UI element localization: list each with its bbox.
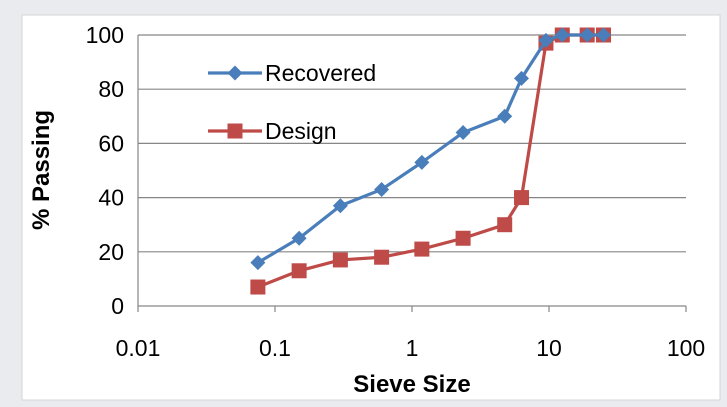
legend: Recovered Design	[208, 60, 376, 144]
y-tick-label: 20	[98, 239, 124, 265]
y-tick-label: 80	[98, 76, 124, 102]
x-tick-label: 10	[536, 335, 562, 361]
data-point-design	[455, 230, 471, 246]
data-point-recovered	[250, 255, 266, 271]
y-tick-label: 60	[98, 130, 124, 156]
data-point-design	[291, 263, 307, 279]
data-point-recovered	[497, 108, 513, 124]
data-point-recovered	[554, 27, 570, 43]
y-tick-label: 0	[111, 293, 124, 319]
x-axis-ticks: 0.01 0.1 1 10 100	[116, 335, 706, 361]
data-point-recovered	[514, 70, 530, 86]
x-tick-label: 100	[667, 335, 705, 361]
data-point-design	[497, 217, 513, 233]
y-tick-label: 40	[98, 185, 124, 211]
legend-label-recovered: Recovered	[265, 60, 376, 86]
y-axis-title: % Passing	[28, 110, 55, 230]
data-point-design	[250, 279, 266, 295]
data-point-design	[414, 241, 430, 257]
legend-label-design: Design	[265, 118, 337, 144]
data-point-recovered	[332, 198, 348, 214]
x-tick-label: 0.01	[116, 335, 161, 361]
data-point-recovered	[596, 27, 612, 43]
series-recovered	[250, 27, 612, 271]
x-tick-label: 0.1	[259, 335, 291, 361]
y-axis-ticks: 0 20 40 60 80 100	[86, 22, 124, 319]
data-point-recovered	[579, 27, 595, 43]
data-point-design	[332, 252, 348, 268]
series-layer	[250, 27, 612, 295]
y-tick-label: 100	[86, 22, 124, 48]
data-point-recovered	[414, 154, 430, 170]
data-point-recovered	[374, 181, 390, 197]
x-tick-label: 1	[406, 335, 419, 361]
legend-marker-design	[227, 123, 243, 139]
data-point-recovered	[538, 32, 554, 48]
data-point-recovered	[455, 125, 471, 141]
legend-marker-recovered	[227, 65, 243, 81]
data-point-design	[514, 190, 530, 206]
data-point-design	[374, 249, 390, 265]
x-axis-title: Sieve Size	[353, 371, 470, 398]
data-point-recovered	[291, 230, 307, 246]
